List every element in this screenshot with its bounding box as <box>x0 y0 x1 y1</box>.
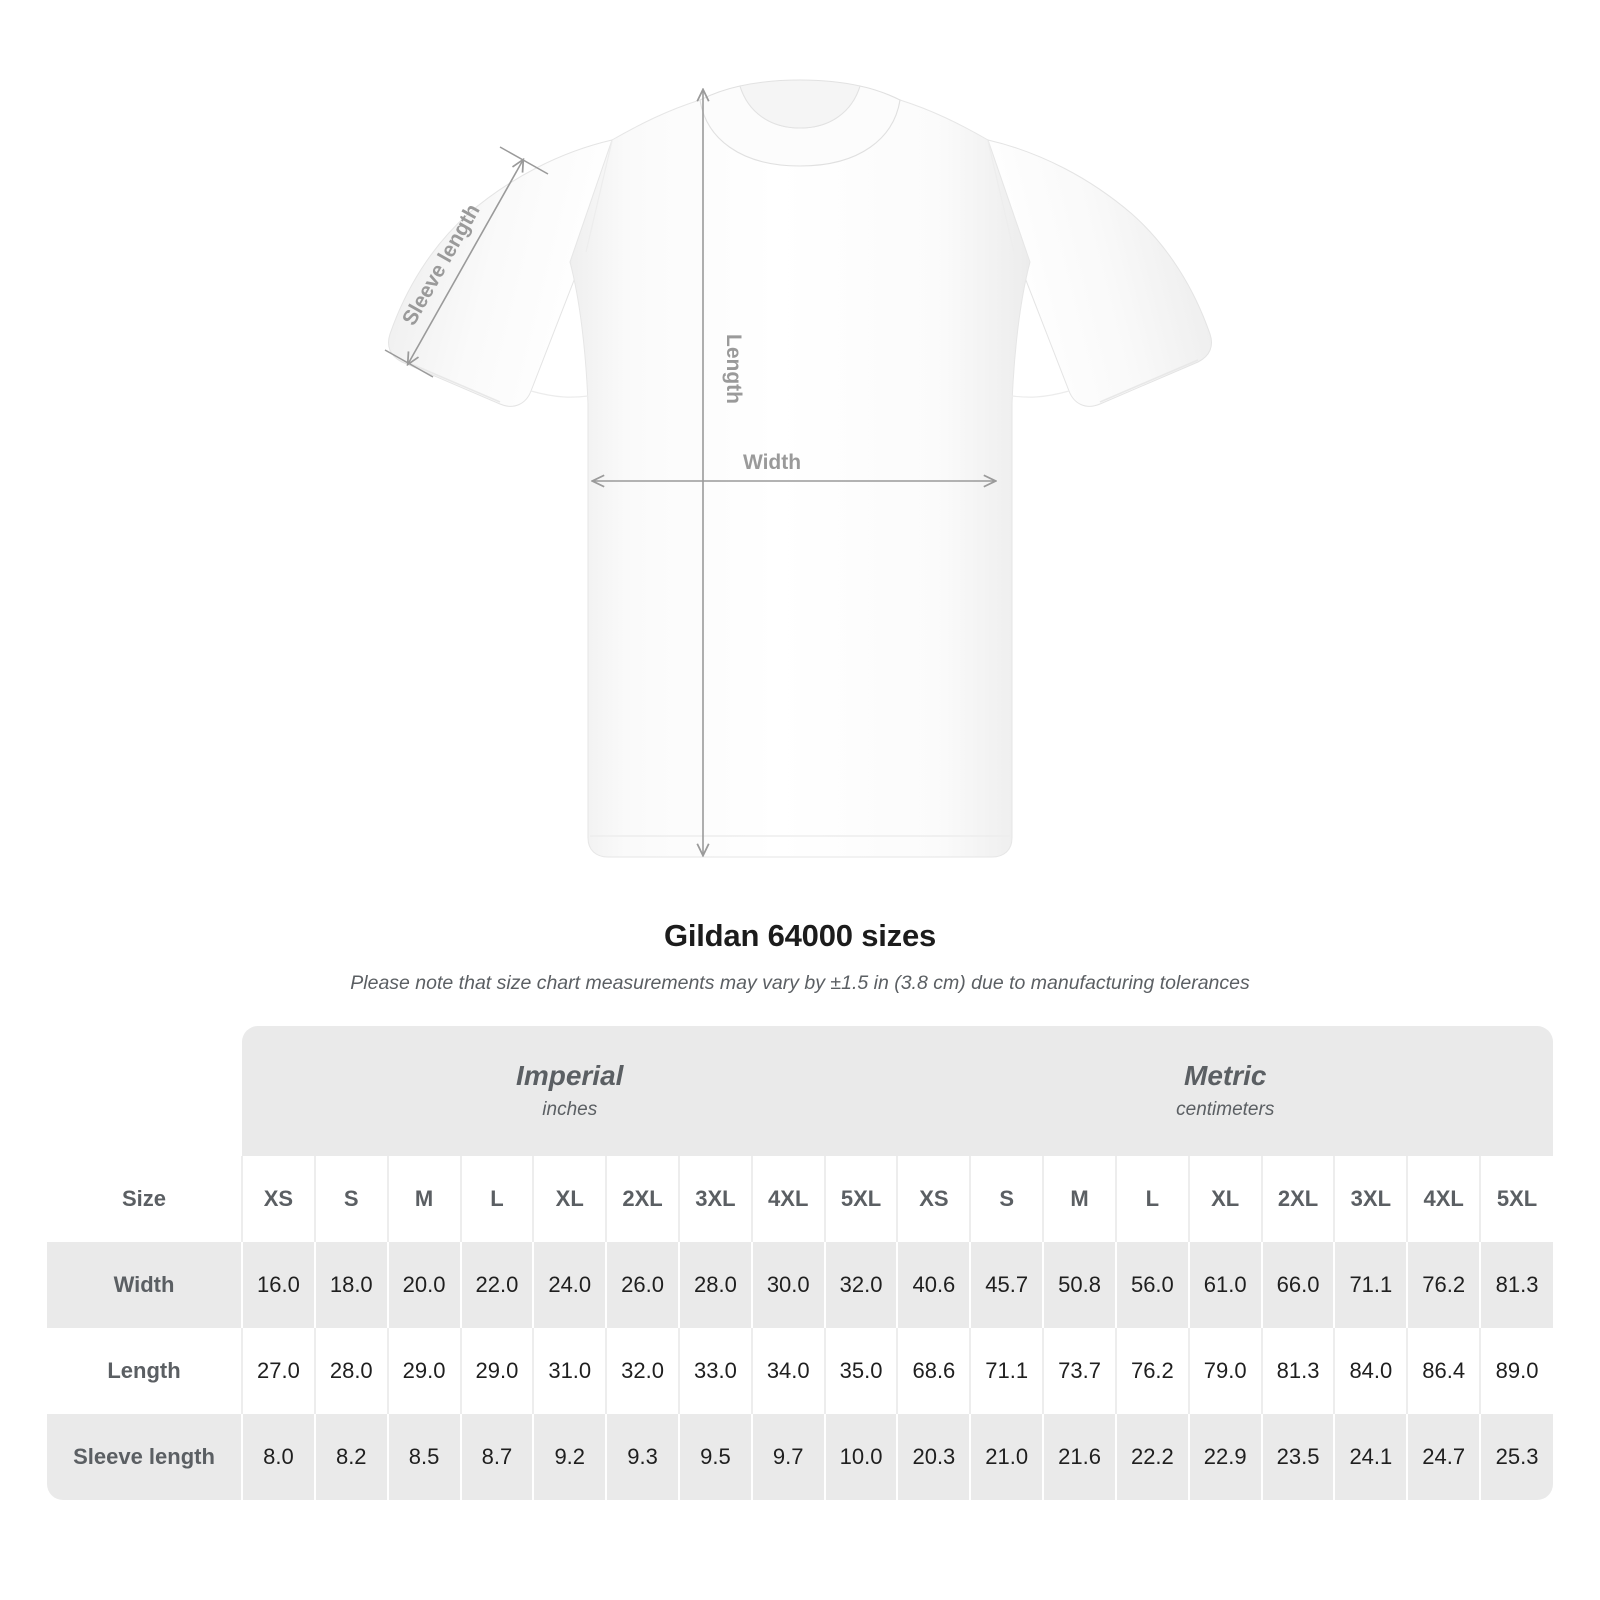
column-header-size-imperial-2xl: 2XL <box>605 1156 679 1242</box>
cell-sleeve-imperial-l: 8.7 <box>459 1414 534 1500</box>
cell-sleeve-metric-m: 21.6 <box>1042 1414 1116 1500</box>
cell-width-metric-l: 56.0 <box>1114 1242 1189 1328</box>
cell-length-imperial-xs: 27.0 <box>241 1328 315 1414</box>
table-row-width: Width 16.0 18.0 20.0 22.0 24.0 26.0 28.0… <box>47 1242 1553 1328</box>
cell-width-metric-s: 45.7 <box>969 1242 1044 1328</box>
cell-length-imperial-s: 28.0 <box>313 1328 388 1414</box>
size-table-container: Imperial inches Metric centimeters Size … <box>47 1026 1553 1500</box>
column-header-size-imperial-s: S <box>313 1156 388 1242</box>
column-header-size-metric-2xl: 2XL <box>1260 1156 1335 1242</box>
cell-length-imperial-3xl: 33.0 <box>677 1328 752 1414</box>
unit-spacer-cell <box>47 1026 243 1156</box>
column-header-size-metric-l: L <box>1114 1156 1189 1242</box>
cell-sleeve-imperial-3xl: 9.5 <box>677 1414 752 1500</box>
cell-length-metric-2xl: 81.3 <box>1260 1328 1335 1414</box>
unit-group-metric: Metric centimeters <box>897 1026 1553 1156</box>
cell-sleeve-imperial-xs: 8.0 <box>241 1414 315 1500</box>
cell-width-metric-3xl: 71.1 <box>1333 1242 1408 1328</box>
table-row-sleeve-length: Sleeve length 8.0 8.2 8.5 8.7 9.2 9.3 9.… <box>47 1414 1553 1500</box>
cell-sleeve-metric-l: 22.2 <box>1114 1414 1189 1500</box>
cell-width-metric-m: 50.8 <box>1042 1242 1116 1328</box>
cell-sleeve-imperial-5xl: 10.0 <box>823 1414 898 1500</box>
cell-width-imperial-l: 22.0 <box>459 1242 534 1328</box>
column-header-size-metric-xl: XL <box>1187 1156 1262 1242</box>
column-header-size-imperial-m: M <box>386 1156 461 1242</box>
garment-diagram: Sleeve length Length Width <box>384 79 1212 858</box>
cell-length-metric-3xl: 84.0 <box>1333 1328 1408 1414</box>
cell-sleeve-imperial-xl: 9.2 <box>532 1414 607 1500</box>
cell-width-imperial-5xl: 32.0 <box>823 1242 898 1328</box>
cell-width-imperial-3xl: 28.0 <box>677 1242 752 1328</box>
cell-length-metric-l: 76.2 <box>1114 1328 1189 1414</box>
cell-sleeve-metric-2xl: 23.5 <box>1260 1414 1335 1500</box>
cell-width-imperial-xl: 24.0 <box>532 1242 607 1328</box>
column-header-size-metric-3xl: 3XL <box>1333 1156 1408 1242</box>
cell-width-imperial-2xl: 26.0 <box>605 1242 679 1328</box>
table-header-row: Size XS S M L XL 2XL 3XL 4XL 5XL XS S M … <box>47 1156 1553 1242</box>
column-header-size-metric-4xl: 4XL <box>1406 1156 1481 1242</box>
cell-width-metric-5xl: 81.3 <box>1479 1242 1553 1328</box>
cell-width-imperial-m: 20.0 <box>386 1242 461 1328</box>
length-label: Length <box>722 334 745 404</box>
cell-width-imperial-xs: 16.0 <box>241 1242 315 1328</box>
unit-group-metric-name: Metric <box>1184 1059 1267 1091</box>
cell-length-imperial-2xl: 32.0 <box>605 1328 679 1414</box>
size-table: Imperial inches Metric centimeters Size … <box>47 1026 1553 1500</box>
cell-length-metric-xl: 79.0 <box>1187 1328 1262 1414</box>
unit-group-imperial-sub: inches <box>542 1099 598 1121</box>
column-header-size: Size <box>47 1156 243 1242</box>
unit-group-metric-sub: centimeters <box>1176 1099 1275 1121</box>
cell-length-imperial-4xl: 34.0 <box>750 1328 825 1414</box>
cell-sleeve-imperial-s: 8.2 <box>313 1414 388 1500</box>
cell-length-metric-m: 73.7 <box>1042 1328 1116 1414</box>
cell-length-imperial-l: 29.0 <box>459 1328 534 1414</box>
cell-length-metric-s: 71.1 <box>969 1328 1044 1414</box>
cell-sleeve-imperial-2xl: 9.3 <box>605 1414 679 1500</box>
cell-width-imperial-s: 18.0 <box>313 1242 388 1328</box>
row-label-length: Length <box>47 1328 243 1414</box>
tolerance-note: Please note that size chart measurements… <box>350 972 1250 994</box>
page-title: Gildan 64000 sizes <box>663 918 937 953</box>
unit-group-imperial-name: Imperial <box>516 1059 624 1091</box>
cell-width-imperial-4xl: 30.0 <box>750 1242 825 1328</box>
cell-width-metric-xl: 61.0 <box>1187 1242 1262 1328</box>
column-header-size-imperial-xs: XS <box>241 1156 315 1242</box>
cell-sleeve-metric-3xl: 24.1 <box>1333 1414 1408 1500</box>
width-label: Width <box>743 451 801 474</box>
column-header-size-metric-s: S <box>969 1156 1044 1242</box>
cell-length-metric-4xl: 86.4 <box>1406 1328 1481 1414</box>
cell-width-metric-4xl: 76.2 <box>1406 1242 1481 1328</box>
row-label-sleeve-length: Sleeve length <box>47 1414 243 1500</box>
column-header-size-imperial-xl: XL <box>532 1156 607 1242</box>
cell-sleeve-metric-xl: 22.9 <box>1187 1414 1262 1500</box>
unit-group-imperial: Imperial inches <box>242 1026 898 1156</box>
cell-sleeve-metric-s: 21.0 <box>969 1414 1044 1500</box>
row-label-width: Width <box>47 1242 243 1328</box>
column-header-size-imperial-4xl: 4XL <box>750 1156 825 1242</box>
table-row-length: Length 27.0 28.0 29.0 29.0 31.0 32.0 33.… <box>47 1328 1553 1414</box>
cell-sleeve-imperial-m: 8.5 <box>386 1414 461 1500</box>
cell-width-metric-xs: 40.6 <box>896 1242 971 1328</box>
column-header-size-imperial-5xl: 5XL <box>823 1156 898 1242</box>
cell-length-metric-xs: 68.6 <box>896 1328 971 1414</box>
cell-sleeve-metric-4xl: 24.7 <box>1406 1414 1481 1500</box>
cell-length-metric-5xl: 89.0 <box>1479 1328 1553 1414</box>
cell-length-imperial-xl: 31.0 <box>532 1328 607 1414</box>
column-header-size-imperial-3xl: 3XL <box>677 1156 752 1242</box>
cell-length-imperial-m: 29.0 <box>386 1328 461 1414</box>
cell-sleeve-metric-5xl: 25.3 <box>1479 1414 1553 1500</box>
column-header-size-metric-5xl: 5XL <box>1479 1156 1553 1242</box>
unit-group-row: Imperial inches Metric centimeters <box>47 1026 1553 1156</box>
column-header-size-metric-m: M <box>1042 1156 1116 1242</box>
cell-sleeve-metric-xs: 20.3 <box>896 1414 971 1500</box>
cell-sleeve-imperial-4xl: 9.7 <box>750 1414 825 1500</box>
cell-width-metric-2xl: 66.0 <box>1260 1242 1335 1328</box>
cell-length-imperial-5xl: 35.0 <box>823 1328 898 1414</box>
column-header-size-imperial-l: L <box>459 1156 534 1242</box>
column-header-size-metric-xs: XS <box>896 1156 971 1242</box>
sleeve-length-dimension <box>384 146 549 378</box>
